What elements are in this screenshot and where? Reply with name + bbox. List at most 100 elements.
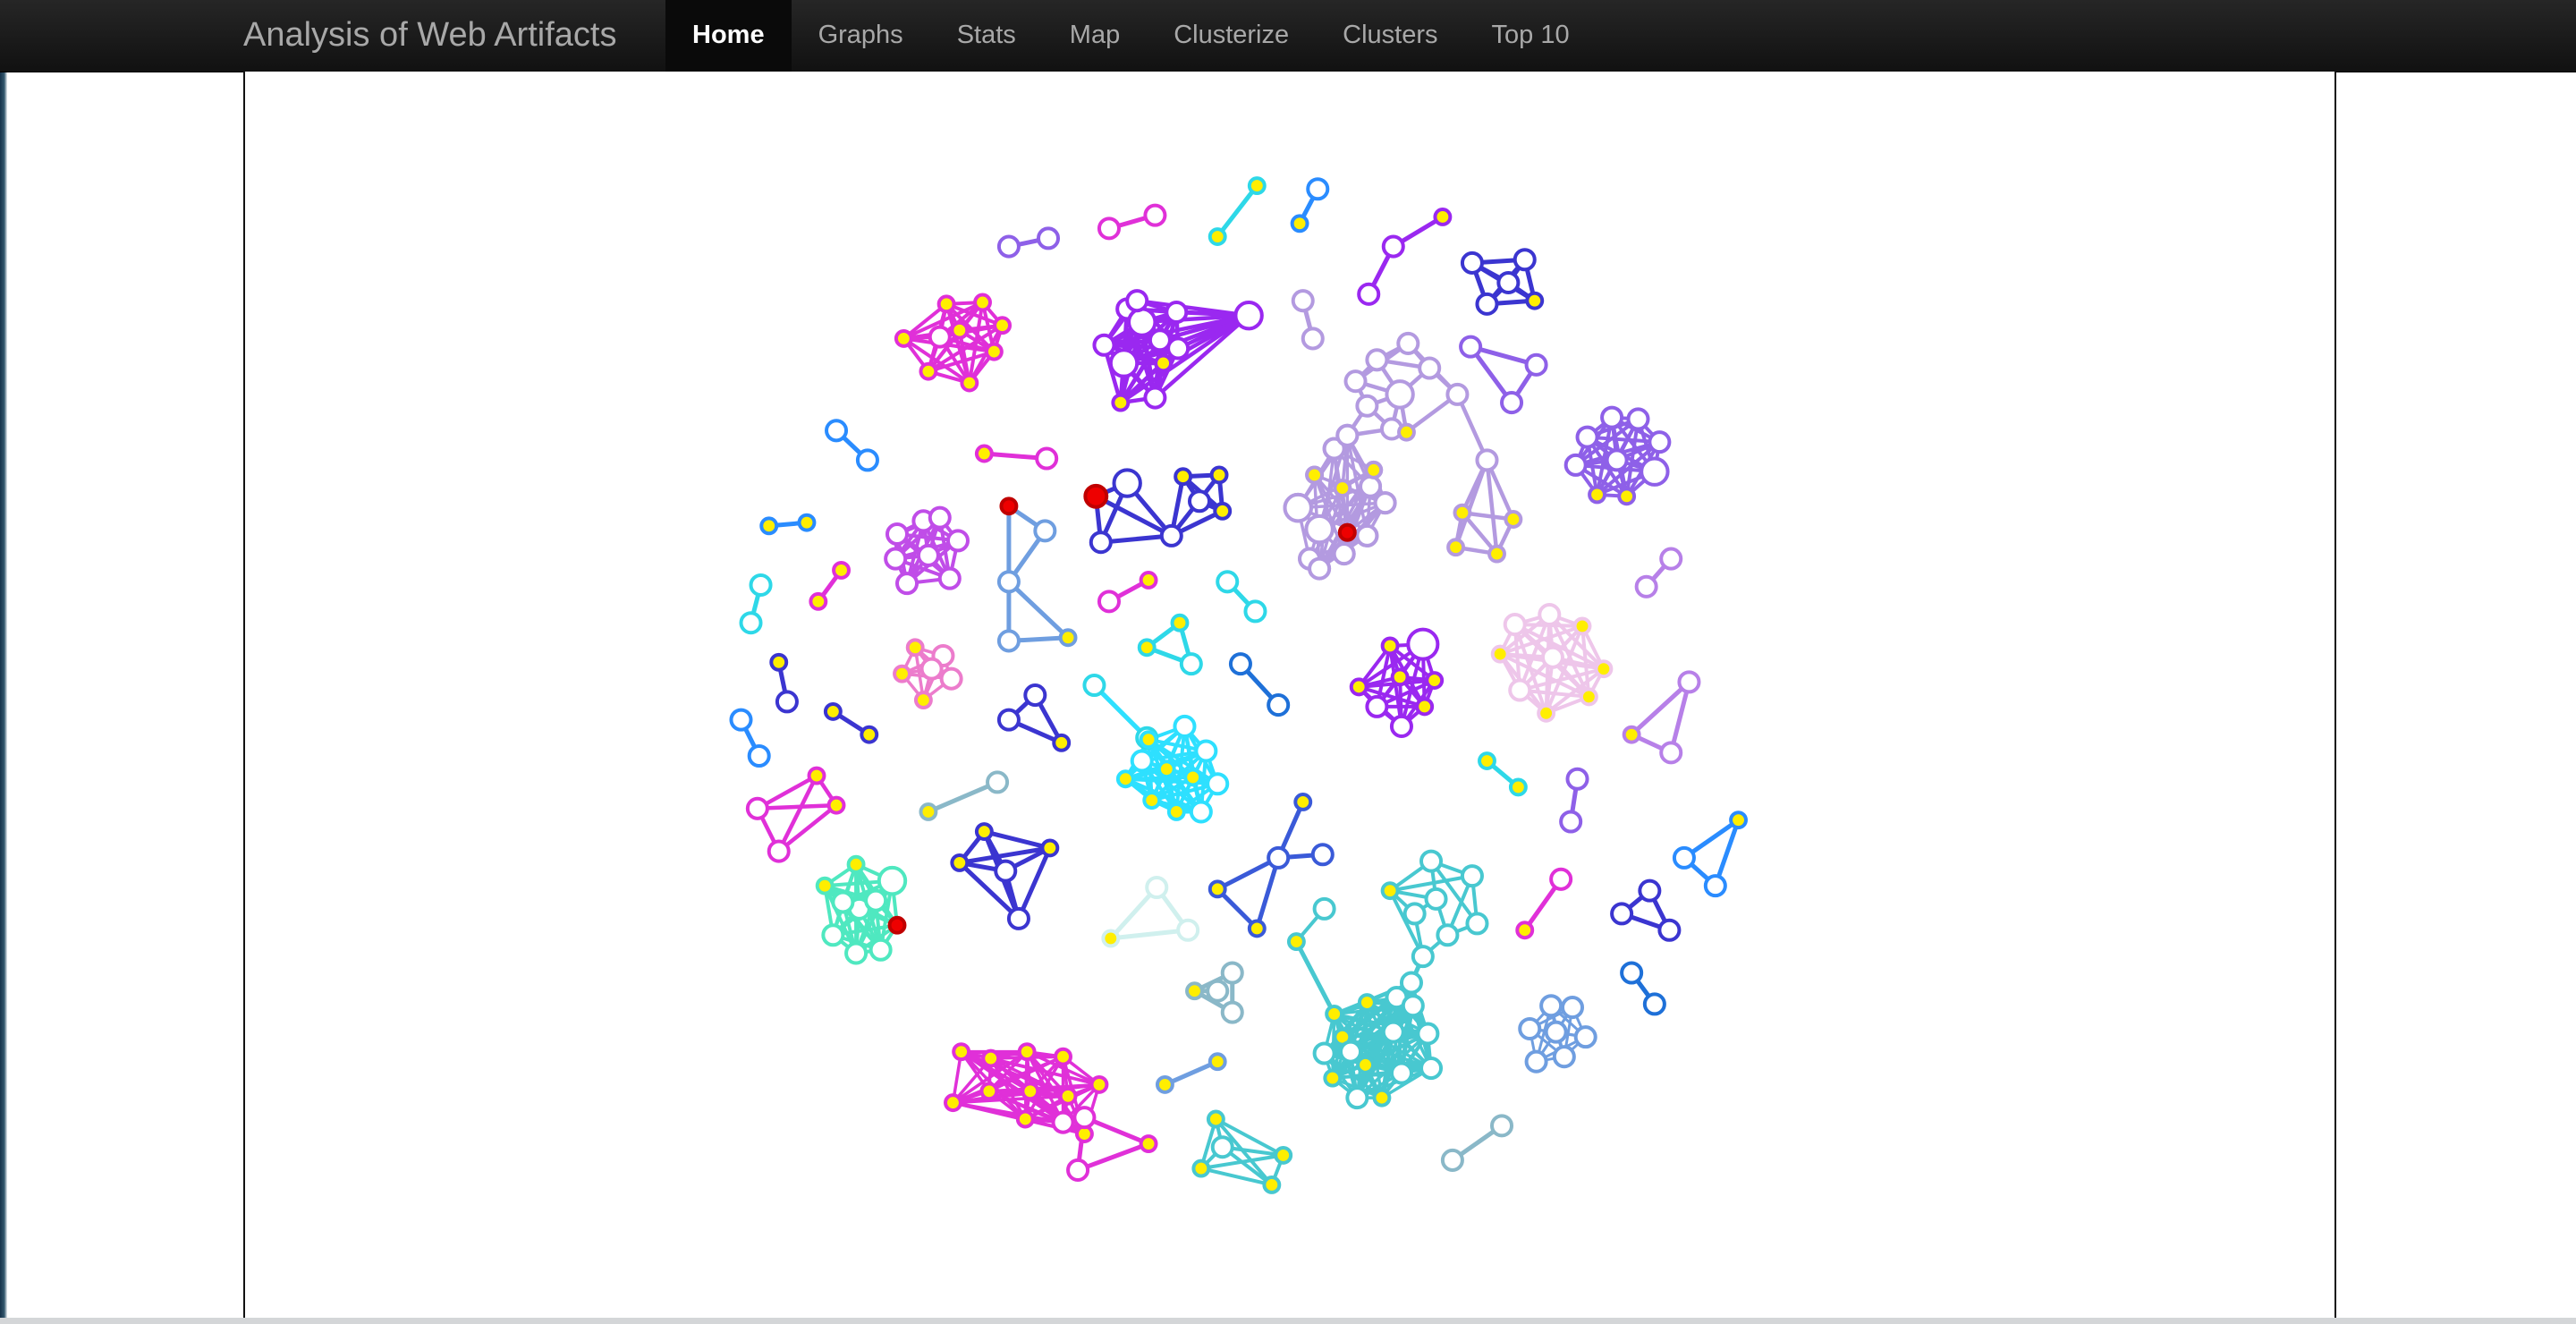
graph-node[interactable] [1479,753,1495,768]
graph-node[interactable] [1168,338,1188,358]
graph-node[interactable] [748,799,767,819]
graph-node[interactable] [1054,735,1069,751]
graph-node[interactable] [981,1083,996,1099]
graph-node[interactable] [1289,934,1304,949]
graph-node[interactable] [1306,516,1332,542]
graph-node[interactable] [939,296,954,311]
graph-node[interactable] [1268,695,1288,715]
graph-node[interactable] [1103,930,1118,946]
graph-node[interactable] [1196,741,1216,760]
graph-node[interactable] [945,1095,961,1110]
graph-node[interactable] [1515,250,1535,269]
graph-node[interactable] [1619,488,1634,504]
graph-node[interactable] [952,855,967,870]
graph-node[interactable] [1215,504,1230,519]
graph-node[interactable] [1581,689,1597,704]
graph-node[interactable] [930,327,950,347]
graph-node[interactable] [1437,925,1457,945]
graph-node[interactable] [952,323,967,338]
graph-node[interactable] [849,857,864,872]
graph-node[interactable] [1208,981,1227,1001]
graph-node[interactable] [1383,638,1398,653]
graph-node[interactable] [1307,467,1322,482]
graph-node[interactable] [1578,428,1597,447]
graph-node[interactable] [999,237,1019,257]
graph-node[interactable] [1159,761,1174,777]
graph-node[interactable] [1527,355,1546,375]
graph-node[interactable] [1303,328,1323,348]
graph-node[interactable] [1539,605,1559,624]
graph-node[interactable] [1223,1003,1242,1023]
graph-node[interactable] [1576,1027,1596,1047]
graph-node[interactable] [1367,697,1386,717]
graph-node[interactable] [1187,983,1202,998]
graph-node[interactable] [1376,493,1395,513]
graph-node[interactable] [999,631,1019,650]
graph-node[interactable] [1141,573,1157,588]
graph-node[interactable] [1374,1091,1389,1106]
graph-node[interactable] [1489,547,1504,562]
graph-node[interactable] [1417,699,1432,714]
graph-node[interactable] [1193,1161,1208,1176]
graph-node[interactable] [761,518,776,533]
graph-node[interactable] [1563,997,1582,1017]
graph-node[interactable] [1084,675,1104,695]
graph-node[interactable] [871,940,891,960]
graph-node[interactable] [920,804,936,819]
graph-node[interactable] [1408,630,1437,659]
graph-node[interactable] [1645,994,1665,1014]
graph-node[interactable] [1505,512,1521,527]
graph-node[interactable] [1144,793,1159,808]
graph-node[interactable] [1527,293,1542,309]
graph-node[interactable] [916,692,931,708]
graph-node[interactable] [1217,572,1237,591]
graph-node[interactable] [1099,591,1119,611]
graph-node[interactable] [1517,922,1532,938]
graph-node[interactable] [1309,559,1329,579]
graph-node[interactable] [1520,1019,1539,1039]
graph-node[interactable] [1575,618,1590,633]
graph-node[interactable] [809,768,825,784]
graph-node[interactable] [1074,1108,1094,1127]
graph-node[interactable] [1141,732,1157,747]
graph-node[interactable] [861,727,877,743]
graph-node[interactable] [887,524,907,544]
graph-node[interactable] [1166,302,1186,322]
graph-node[interactable] [987,772,1007,792]
graph-node[interactable] [1392,1064,1411,1083]
graph-node[interactable] [1326,1006,1342,1022]
graph-node[interactable] [769,842,789,861]
graph-node[interactable] [1113,395,1128,411]
graph-node[interactable] [953,1044,969,1059]
graph-node[interactable] [771,655,786,670]
graph-node[interactable] [1461,337,1480,357]
graph-node[interactable] [1061,1089,1076,1104]
graph-node[interactable] [1511,779,1526,794]
graph-node[interactable] [919,546,938,565]
graph-node[interactable] [1546,1023,1566,1042]
graph-node[interactable] [833,892,852,912]
graph-node[interactable] [1118,771,1133,786]
graph-node[interactable] [1567,769,1587,789]
graph-node[interactable] [1649,432,1669,452]
graph-node[interactable] [1492,1116,1512,1135]
graph-node[interactable] [1538,706,1554,721]
graph-node[interactable] [1347,1088,1367,1108]
graph-node[interactable] [750,746,769,766]
graph-node[interactable] [940,569,960,589]
graph-node[interactable] [1169,804,1184,819]
graph-node[interactable] [1641,459,1667,485]
graph-node[interactable] [1264,1177,1279,1192]
graph-node[interactable] [741,613,760,632]
graph-node[interactable] [930,508,950,528]
graph-node[interactable] [1285,495,1311,521]
graph-node[interactable] [1295,794,1310,810]
graph-node[interactable] [846,943,866,963]
graph-node[interactable] [977,446,992,462]
graph-node[interactable] [1551,870,1571,889]
graph-node[interactable] [1589,487,1605,502]
graph-node[interactable] [1543,648,1563,667]
graph-node[interactable] [1191,802,1211,821]
graph-node[interactable] [731,710,750,730]
graph-node[interactable] [948,530,968,550]
